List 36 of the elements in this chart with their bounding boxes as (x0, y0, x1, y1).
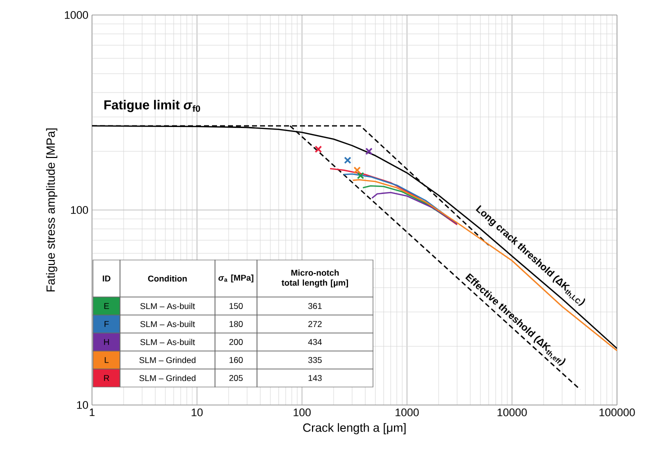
annotation: SLM – Grinded (139, 374, 196, 382)
y-tick-label: 100 (71, 206, 88, 214)
annotation: 205 (229, 375, 243, 381)
x-tick-label: 1 (90, 408, 95, 416)
annotation: 272 (308, 321, 322, 327)
text: E (104, 303, 109, 309)
annotation: SLM – Grinded (139, 356, 196, 364)
annotation: SLM – As-built (140, 320, 195, 328)
annotation: Micro-notch total length [µm] (282, 270, 348, 288)
annotation: Condition (148, 275, 187, 282)
annotation: 361 (308, 303, 322, 309)
annotation: 335 (308, 357, 322, 363)
annotation: σ$_{a}$ [MPa] (218, 274, 254, 282)
annotation: SLM – As-built (140, 338, 195, 346)
annotation: 200 (229, 339, 243, 345)
annotation: 143 (308, 375, 322, 381)
text: F (104, 321, 109, 327)
annotation: SLM – As-built (140, 302, 195, 310)
y-tick-label: 1000 (64, 11, 88, 19)
text: L (104, 357, 109, 363)
y-tick-label: 10 (77, 401, 88, 409)
x-tick-label: 1000 (396, 408, 419, 416)
x-tick-label: 100000 (600, 408, 635, 416)
x-axis-title: Crack length a [μm] (303, 423, 406, 434)
text: R (104, 375, 110, 381)
y-axis-title: Fatigue stress amplitude [MPa] (46, 128, 58, 292)
annotation: ID (102, 276, 110, 282)
annotation: 434 (308, 339, 322, 345)
x-tick-label: 10 (192, 408, 203, 416)
annotation: Fatigue limit σ$_{f0}$ (104, 100, 200, 112)
x-tick-label: 10000 (498, 408, 527, 416)
annotation: 160 (230, 357, 243, 363)
annotation: 180 (230, 321, 243, 327)
x-tick-label: 100 (294, 408, 311, 416)
annotation: 150 (230, 303, 243, 309)
text: H (104, 339, 109, 345)
